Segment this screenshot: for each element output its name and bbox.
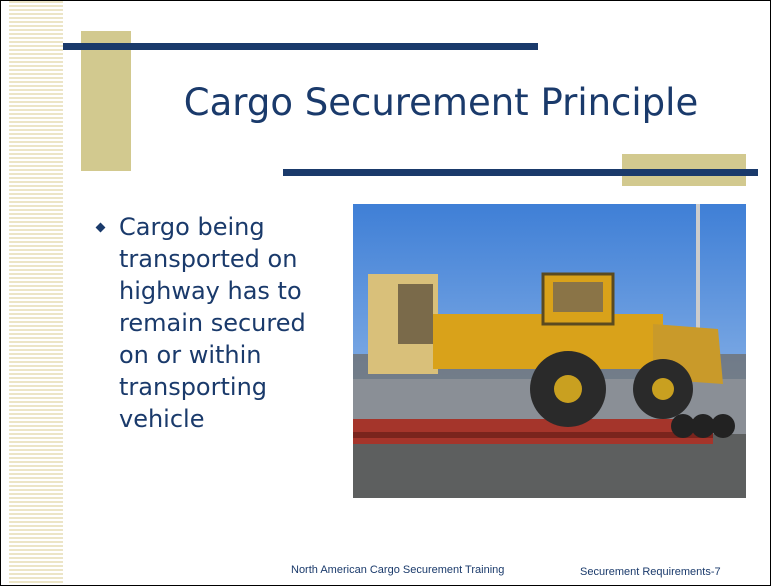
- footer-left: North American Cargo Securement Training: [291, 564, 504, 576]
- accent-block: [81, 31, 131, 171]
- footer-right: Securement Requirements-7: [580, 566, 721, 578]
- slide-title: Cargo Securement Principle: [131, 81, 751, 124]
- bullet: Cargo being transported on highway has t…: [93, 211, 333, 435]
- page: Cargo Securement Principle Cargo being t…: [0, 0, 771, 586]
- photo: [353, 204, 746, 498]
- bullet-list: Cargo being transported on highway has t…: [93, 211, 333, 435]
- slide: Cargo Securement Principle Cargo being t…: [0, 0, 771, 586]
- rule: [283, 169, 758, 176]
- stripe-band: [9, 1, 63, 585]
- rule: [63, 43, 538, 50]
